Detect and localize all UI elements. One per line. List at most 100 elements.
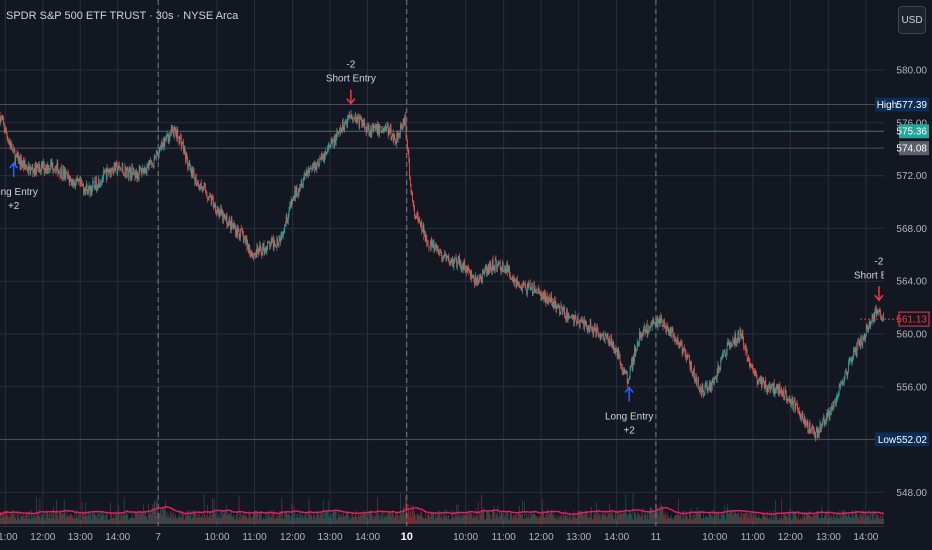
long-entry-signal[interactable]: Long Entry+2 (0, 161, 38, 212)
candle-body (92, 181, 94, 189)
candle-body (869, 321, 871, 327)
candle-body (357, 116, 358, 123)
candle-body (716, 372, 718, 380)
symbol-title: SPDR S&P 500 ETF TRUST · 30s · NYSE Arca (6, 10, 239, 22)
volume-bar (566, 517, 568, 524)
volume-bar (296, 517, 298, 524)
candle-body (540, 293, 542, 300)
candle-body (561, 306, 563, 312)
volume-bar (357, 513, 359, 524)
volume-bar (723, 513, 724, 524)
volume-bar (265, 518, 267, 524)
candle-body (374, 125, 375, 129)
candle-body (832, 403, 834, 409)
candle-body (121, 166, 123, 170)
candle-body (523, 282, 525, 285)
volume-bar (833, 517, 835, 524)
candle-body (79, 179, 81, 184)
candle-body (617, 349, 619, 357)
candle-body (457, 260, 459, 264)
volume-bar (497, 516, 499, 524)
volume-bar (580, 510, 582, 524)
volume-bar (831, 516, 833, 524)
volume-bar (666, 512, 668, 524)
volume-bar (250, 518, 252, 524)
volume-bar (370, 510, 371, 524)
volume-bar (332, 511, 334, 524)
candle-body (428, 246, 430, 248)
session-break-lines (157, 0, 657, 526)
volume-bar (429, 516, 431, 524)
candle-body (748, 360, 750, 364)
volume-bar (811, 515, 812, 524)
candle-body (505, 269, 507, 272)
volume-bar (688, 519, 689, 524)
candle-body (713, 380, 714, 384)
candle-body (743, 337, 744, 347)
candle-body (756, 377, 758, 384)
volume-bar (252, 512, 254, 524)
candle-body (469, 271, 470, 273)
candle-body (681, 342, 682, 346)
volume-bar (439, 511, 440, 524)
volume-bar (844, 510, 846, 524)
volume-bar (741, 510, 742, 524)
candle-body (788, 398, 790, 403)
long-entry-signal[interactable]: Long Entry+2 (605, 386, 653, 437)
volume-bar (317, 514, 319, 524)
volume-bar (599, 514, 600, 524)
candle-body (535, 289, 537, 291)
candle-body (808, 422, 810, 431)
candle-body (773, 383, 775, 394)
candle-body (609, 338, 610, 346)
volume-bar (337, 518, 338, 524)
volume-bar (817, 510, 819, 524)
candle-body (47, 165, 49, 171)
volume-bar (579, 510, 580, 524)
candle-body (499, 263, 500, 264)
candle-body (436, 244, 438, 251)
time-axis[interactable]: 11:0012:0013:0014:00710:0011:0012:0013:0… (0, 531, 879, 543)
candle-body (431, 239, 433, 247)
candle-body (36, 165, 38, 167)
candle-body (525, 286, 527, 290)
volume-bar (3, 516, 5, 524)
candle-body (258, 249, 260, 255)
candle-body (361, 119, 363, 127)
volume-bar (484, 519, 486, 524)
candle-body (556, 305, 557, 310)
candle-body (213, 199, 214, 208)
candle-body (350, 116, 351, 118)
price-axis-panel[interactable] (884, 0, 932, 550)
volume-bar (405, 512, 407, 524)
volume-bar (342, 512, 344, 524)
volume-bar (320, 511, 321, 524)
candle-body (845, 371, 847, 374)
volume-bar (641, 515, 643, 524)
volume-bar (200, 517, 201, 524)
candle-body (484, 268, 486, 271)
candle-body (846, 373, 848, 375)
volume-bar (535, 515, 537, 524)
volume-bar (623, 511, 625, 524)
current-price-value: 561.13 (896, 315, 927, 326)
volume-bar (788, 513, 789, 524)
candle-body (106, 168, 108, 180)
candle-body (855, 346, 856, 353)
currency-button[interactable]: USD (898, 6, 926, 34)
volume-bar (479, 511, 480, 524)
candle-body (125, 167, 126, 177)
candle-body (325, 151, 326, 156)
volume-bar (668, 515, 669, 524)
candle-body (380, 126, 382, 132)
candle-body (140, 169, 141, 170)
volume-bar (340, 516, 341, 524)
candle-body (529, 283, 531, 290)
volume-bar (651, 508, 653, 524)
volume-bar (321, 515, 323, 524)
candle-body (695, 376, 697, 381)
candle-body (135, 169, 136, 177)
